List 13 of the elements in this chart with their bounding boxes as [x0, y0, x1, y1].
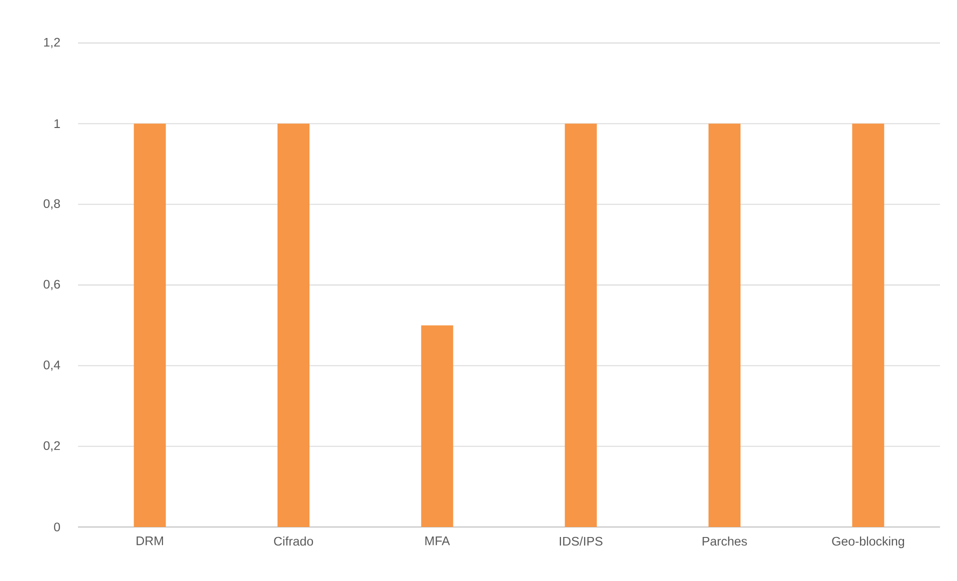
x-tick-label: DRM [136, 536, 163, 546]
y-tick-label: 0,2 [44, 441, 60, 452]
y-tick-label: 0,4 [44, 360, 60, 371]
x-tick-label: Geo-blocking [832, 536, 904, 548]
x-tick-label: Cifrado [274, 536, 314, 546]
y-tick-label: 0,8 [44, 199, 60, 210]
x-tick-label: Parches [702, 536, 747, 546]
y-tick-label: 0,6 [44, 280, 60, 290]
y-tick-label: 1 [54, 119, 60, 128]
y-tick-label: 0 [54, 522, 60, 532]
y-tick-label: 1,2 [44, 38, 60, 48]
x-tick-label: MFA [425, 536, 450, 546]
x-tick-label: IDS/IPS [560, 536, 602, 546]
